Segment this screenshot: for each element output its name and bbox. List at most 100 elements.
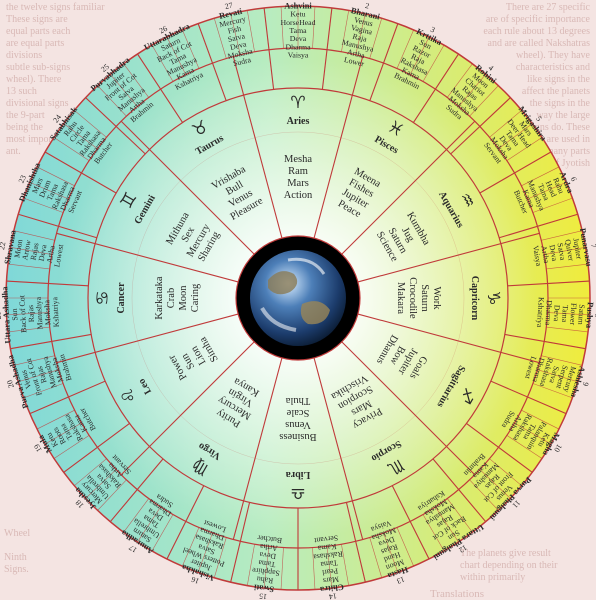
nakshatra-attribute: Rajas [29,242,41,261]
nakshatra-attribute: Tama [319,558,338,569]
nakshatra-number: 7 [589,243,596,249]
sign-name: Libra [286,469,310,480]
nakshatra-number: 23 [17,174,28,185]
nakshatra-number: 26 [158,24,169,36]
nakshatra-magha: 10MaghaKetuPalanquinTamaRakshasaArthaSud… [500,409,564,458]
cancer-glyph-icon: ♋ [93,290,113,305]
sign-attribute: Karkataka [154,276,165,319]
nakshatra-attribute: Sudra [232,55,252,68]
nakshatra-number: 9 [581,381,591,387]
sign-name: Cancer [116,282,127,314]
nakshatra-number: 24 [51,113,63,125]
nakshatra-name: Chitra [319,582,344,594]
nakshatra-name: Uttara Ashadha [0,285,12,343]
nakshatra-attribute: Deva [548,244,560,262]
nakshatra-number: 4 [487,63,496,72]
nakshatra-punarvasu: 7PunarvasuJupiterQuiverSatvaDevaArthaVai… [531,227,596,267]
nakshatra-ashlesha: 9AshleshaMercurySerpentSatvaRakshasaDhar… [523,355,591,399]
nakshatra-name: Pushya [584,302,595,329]
nakshatra-attribute: Kshatriya [535,297,546,328]
nakshatra-number: 6 [569,176,579,183]
nakshatra-attribute: Kama [317,542,337,553]
nakshatra-attribute: Vaisya [288,51,309,60]
nakshatra-number: 2 [364,1,370,11]
nakshatra-rohini: 4RohiniMoonChariotRajasManushyaMokshaSud… [444,63,498,122]
nakshatra-attribute: Flower [568,303,578,326]
capricorn-glyph-icon: ♑ [483,290,503,305]
sign-attribute: Mesha [284,154,312,165]
nakshatra-attribute: Sapphire [251,566,280,578]
sign-attribute: Business [279,431,316,442]
sign-attribute: Venus [285,419,311,430]
nakshatra-number: 15 [259,591,268,600]
nakshatra-name: Swati [253,582,275,593]
nakshatra-number: 18 [74,498,86,510]
nakshatra-number: 3 [429,25,437,35]
sign-attribute: Crocodile [407,277,418,319]
earth-icon [250,250,346,346]
sign-name: Capricorn [469,276,480,321]
nakshatra-number: 14 [328,591,337,600]
nakshatra-attribute: Arrow [20,239,32,261]
nakshatra-attribute: Pearl [321,566,339,577]
libra-glyph-icon: ♎ [290,483,305,503]
nakshatra-number: 10 [552,443,564,454]
sign-dividers [56,56,540,540]
nakshatra-attribute: Tama [257,558,276,569]
nakshatra-number: 19 [32,442,44,453]
nakshatra-attribute: Deva [552,305,562,322]
nakshatra-number: 20 [5,379,16,389]
nakshatra-attribute: Artha [259,542,278,553]
nakshatra-number: 1 [296,0,300,2]
nakshatra-number: 11 [511,498,523,510]
nakshatra-attribute: Deva [229,39,248,52]
nakshatra-attribute: HorseHead [280,18,315,27]
nakshatra-attribute: Fish [227,24,242,36]
nakshatra-attribute: Dharma [285,42,311,51]
aries-glyph-icon: ♈ [290,93,305,113]
nakshatra-dividers [6,7,590,590]
inner-guide [131,131,465,465]
nakshatra-number: 12 [457,543,469,555]
nakshatra-pushya: 8PushyaSaturnFlowerTamaDevaDharmaKshatri… [535,297,596,329]
sign-cancer: ♋ Cancer Karkataka Crab Moon Caring [93,276,201,319]
nakshatra-attribute: Jupiter [571,237,584,260]
sign-attribute: Thula [285,395,310,406]
nakshatra-attribute: Mars [323,575,340,586]
nakshatra-attribute: Venus [353,15,374,28]
nakshatra-number: 17 [127,543,139,555]
sign-attribute: Work [431,286,442,310]
sign-attribute: Saturn [419,284,430,312]
nakshatra-attribute: Sun [10,308,20,321]
nakshatra-attribute: Lowest [52,243,65,268]
sign-attribute: Makara [395,282,406,314]
nakshatra-attribute: Butcher [257,533,283,545]
nakshatra-attribute: Rajas [26,305,36,323]
nakshatra-attribute: Rakshasa [312,549,343,561]
sign-attribute: Moon [178,285,189,311]
nakshatra-attribute: Rahu [256,575,273,586]
nakshatra-number: 25 [99,62,111,74]
nakshatra-attribute: Manushya [34,296,45,329]
nakshatra-attribute: Artha [539,245,551,265]
sign-attribute: Ram [288,166,308,177]
nakshatra-attribute: Servant [313,533,339,545]
nakshatra-attribute: Artha [45,244,57,264]
nakshatra-attribute: Satva [227,31,246,44]
nakshatra-number: 5 [534,114,544,123]
sign-attribute: Caring [190,283,201,312]
nakshatra-attribute: Dharma [543,300,553,326]
